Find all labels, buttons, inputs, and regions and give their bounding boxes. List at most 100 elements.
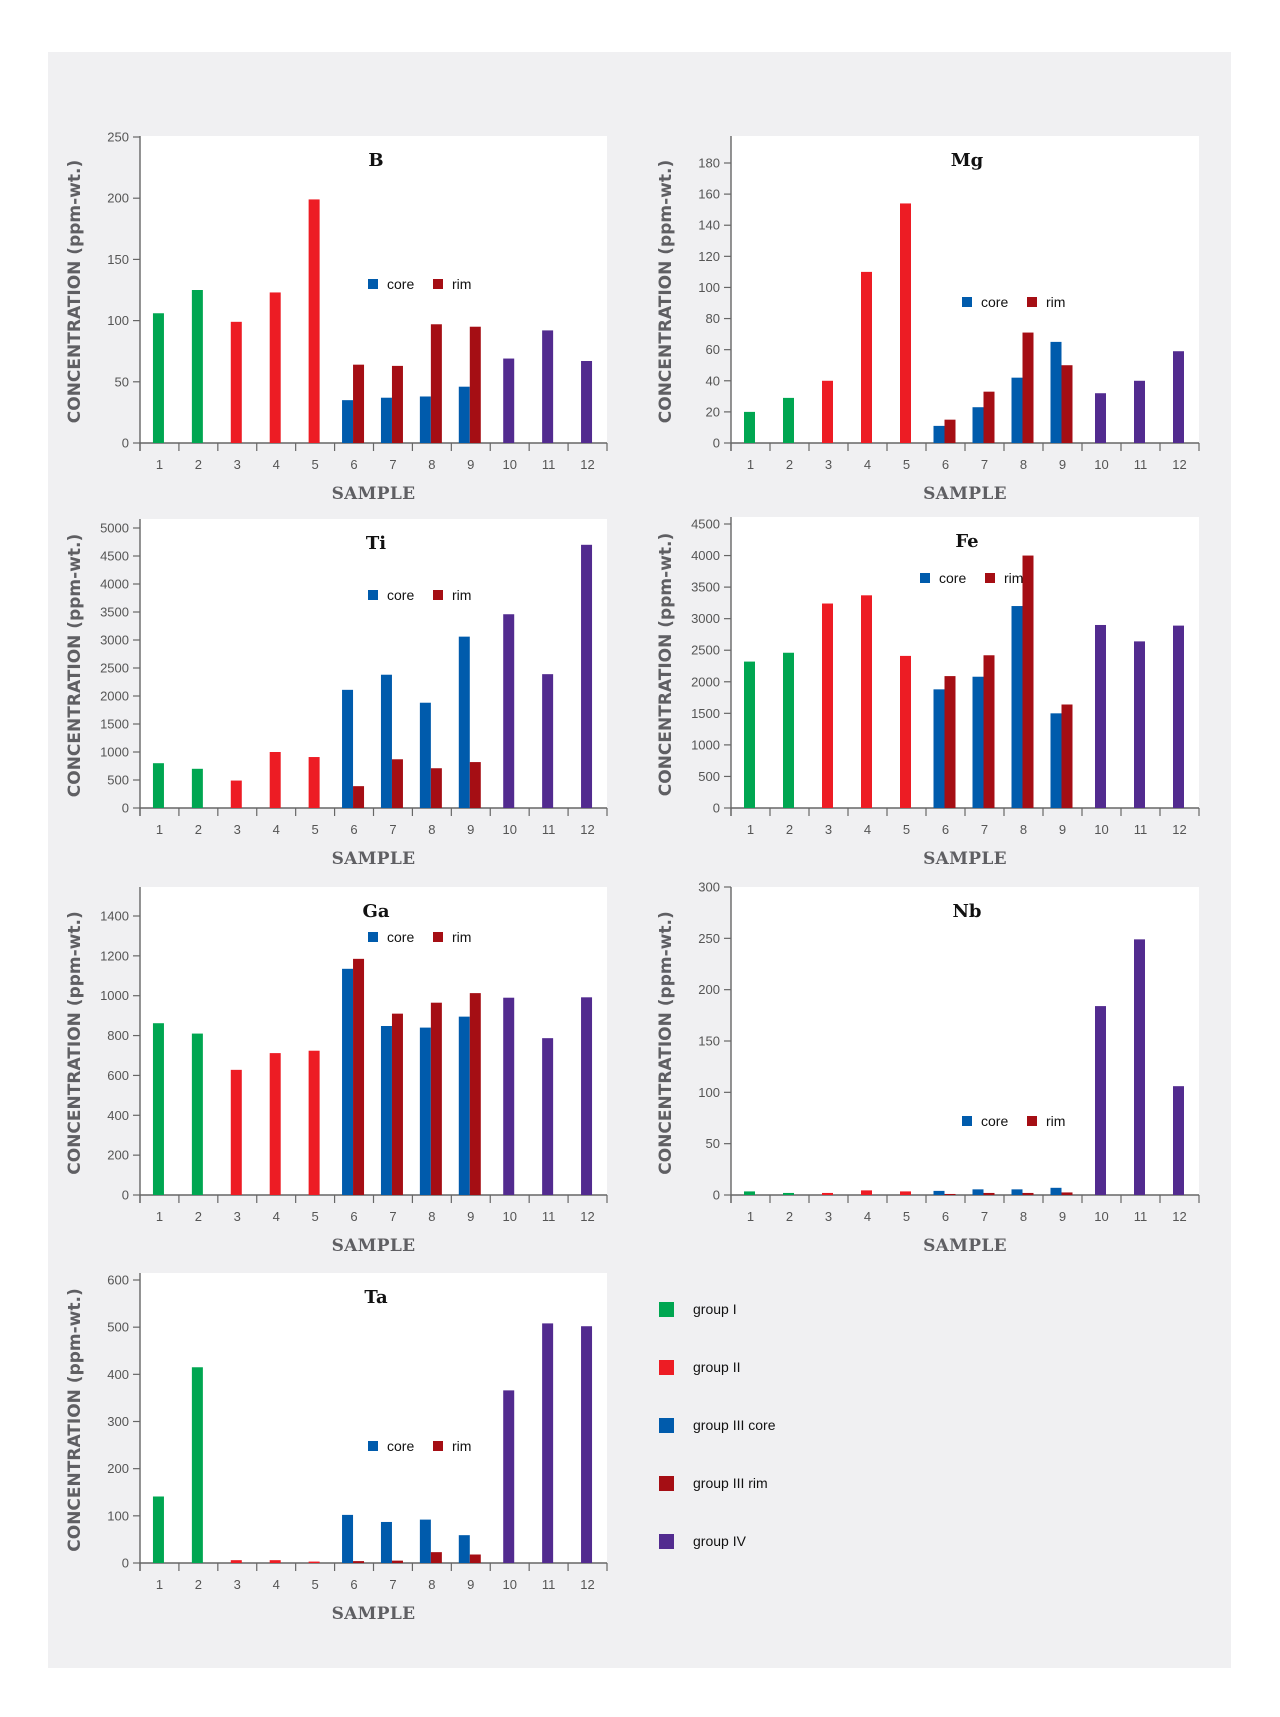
bar-group-i-sample-2 bbox=[783, 652, 794, 808]
x-tick-label: 12 bbox=[1172, 457, 1186, 472]
y-tick-label: 0 bbox=[122, 1556, 129, 1571]
y-tick-label: 1200 bbox=[100, 948, 129, 963]
y-tick-label: 800 bbox=[107, 1028, 129, 1043]
x-tick-label: 9 bbox=[1059, 822, 1066, 837]
bar-core-sample-7 bbox=[380, 1026, 392, 1195]
y-axis-title: CONCENTRATION (ppm-wt.) bbox=[656, 160, 676, 423]
chart-title: Nb bbox=[952, 901, 981, 922]
y-tick-label: 0 bbox=[122, 1188, 129, 1203]
bar-group-i-sample-2 bbox=[783, 397, 794, 443]
y-tick-label: 200 bbox=[107, 191, 129, 206]
x-tick-label: 9 bbox=[1059, 457, 1066, 472]
plot-area bbox=[731, 136, 1199, 443]
bar-group-iv-sample-11 bbox=[1134, 939, 1145, 1195]
x-tick-label: 1 bbox=[747, 822, 754, 837]
bar-rim-sample-6 bbox=[353, 1561, 365, 1563]
bar-group-iv-sample-12 bbox=[581, 360, 593, 443]
bar-core-sample-7 bbox=[380, 397, 392, 443]
x-tick-label: 5 bbox=[312, 1209, 319, 1224]
y-tick-label: 1400 bbox=[100, 909, 129, 924]
y-tick-label: 3500 bbox=[100, 605, 129, 620]
bar-group-iv-sample-10 bbox=[503, 614, 515, 808]
y-tick-label: 2500 bbox=[100, 661, 129, 676]
y-tick-label: 2500 bbox=[691, 643, 720, 658]
y-tick-label: 2000 bbox=[100, 689, 129, 704]
x-tick-label: 2 bbox=[195, 822, 202, 837]
bar-rim-sample-6 bbox=[353, 958, 365, 1195]
x-tick-label: 5 bbox=[903, 822, 910, 837]
x-tick-label: 5 bbox=[312, 822, 319, 837]
x-tick-label: 6 bbox=[350, 457, 357, 472]
bar-group-iv-sample-11 bbox=[1134, 641, 1145, 808]
y-tick-label: 150 bbox=[698, 1034, 720, 1049]
y-tick-label: 100 bbox=[698, 1085, 720, 1100]
bar-rim-sample-6 bbox=[944, 676, 956, 808]
bar-rim-sample-7 bbox=[391, 1560, 403, 1563]
x-tick-label: 5 bbox=[312, 457, 319, 472]
x-tick-label: 8 bbox=[1020, 1209, 1027, 1224]
x-tick-label: 3 bbox=[234, 457, 241, 472]
y-tick-label: 180 bbox=[698, 156, 720, 171]
x-axis-title: SAMPLE bbox=[332, 1236, 416, 1256]
bar-group-iv-sample-12 bbox=[1173, 625, 1184, 808]
x-tick-label: 11 bbox=[1134, 822, 1148, 837]
bar-group-ii-sample-5 bbox=[308, 1050, 320, 1195]
y-tick-label: 150 bbox=[107, 252, 129, 267]
chart-title: Ti bbox=[366, 533, 386, 554]
y-axis-title: CONCENTRATION (ppm-wt.) bbox=[65, 911, 85, 1174]
bar-group-ii-sample-4 bbox=[861, 1190, 872, 1195]
y-tick-label: 1000 bbox=[691, 737, 720, 752]
bar-group-ii-sample-4 bbox=[269, 752, 281, 808]
plot-area bbox=[731, 517, 1199, 808]
x-tick-label: 12 bbox=[1172, 1209, 1186, 1224]
y-tick-label: 4000 bbox=[100, 577, 129, 592]
y-tick-label: 500 bbox=[698, 769, 720, 784]
x-tick-label: 1 bbox=[156, 1577, 163, 1592]
x-tick-label: 4 bbox=[273, 1577, 280, 1592]
legend-core-label: core bbox=[387, 587, 414, 603]
x-tick-label: 12 bbox=[1172, 822, 1186, 837]
bar-rim-sample-7 bbox=[391, 759, 403, 808]
group-legend-label: group II bbox=[693, 1359, 740, 1375]
legend-core-label: core bbox=[387, 929, 414, 945]
group-legend-label: group III rim bbox=[693, 1475, 768, 1491]
x-tick-label: 11 bbox=[1134, 457, 1148, 472]
group-legend-label: group I bbox=[693, 1301, 737, 1317]
legend-core-label: core bbox=[387, 1438, 414, 1454]
bar-group-ii-sample-5 bbox=[900, 1191, 911, 1195]
y-axis-title: CONCENTRATION (ppm-wt.) bbox=[65, 160, 85, 423]
x-tick-label: 10 bbox=[1094, 822, 1108, 837]
y-tick-label: 120 bbox=[698, 249, 720, 264]
legend-rim-label: rim bbox=[452, 276, 471, 292]
y-tick-label: 50 bbox=[115, 374, 129, 389]
y-tick-label: 80 bbox=[706, 311, 720, 326]
y-tick-label: 1500 bbox=[100, 717, 129, 732]
bar-core-sample-8 bbox=[1011, 377, 1023, 443]
bar-core-sample-9 bbox=[1050, 341, 1062, 443]
y-tick-label: 0 bbox=[713, 801, 720, 816]
bar-group-ii-sample-5 bbox=[308, 199, 320, 443]
x-tick-label: 3 bbox=[234, 1209, 241, 1224]
bar-rim-sample-8 bbox=[430, 1002, 442, 1195]
bar-rim-sample-8 bbox=[1022, 332, 1034, 443]
y-tick-label: 0 bbox=[122, 436, 129, 451]
y-tick-label: 3000 bbox=[100, 633, 129, 648]
x-tick-label: 10 bbox=[502, 457, 516, 472]
x-tick-label: 1 bbox=[156, 1209, 163, 1224]
y-tick-label: 100 bbox=[107, 313, 129, 328]
bar-core-sample-7 bbox=[972, 407, 984, 443]
bar-group-iv-sample-10 bbox=[1095, 1006, 1106, 1195]
legend-rim-label: rim bbox=[452, 929, 471, 945]
x-tick-label: 10 bbox=[1094, 1209, 1108, 1224]
x-tick-label: 11 bbox=[1134, 1209, 1148, 1224]
x-tick-label: 3 bbox=[234, 822, 241, 837]
bar-group-ii-sample-3 bbox=[230, 321, 242, 443]
x-tick-label: 12 bbox=[580, 822, 594, 837]
x-tick-label: 10 bbox=[502, 822, 516, 837]
y-tick-label: 3000 bbox=[691, 611, 720, 626]
y-tick-label: 300 bbox=[107, 1414, 129, 1429]
legend-core-swatch bbox=[368, 932, 378, 942]
x-tick-label: 2 bbox=[786, 1209, 793, 1224]
x-tick-label: 7 bbox=[389, 822, 396, 837]
